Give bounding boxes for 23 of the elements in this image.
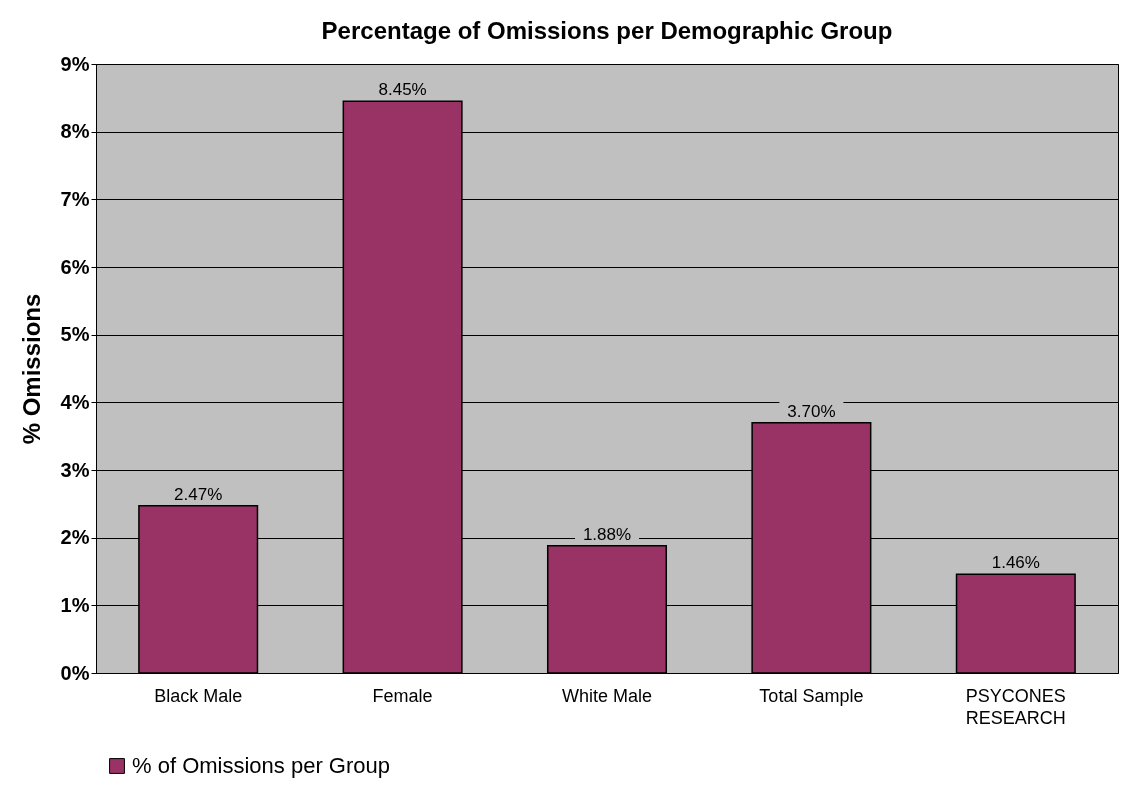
y-tick-label: 3% (60, 458, 90, 481)
data-label: 2.47% (174, 484, 223, 504)
y-tick-label: 9% (60, 52, 90, 75)
x-tick-label: Total Sample (759, 685, 864, 706)
x-tick-label: Black Male (154, 685, 243, 706)
y-tick-label: 2% (60, 526, 90, 549)
x-tick-label: Female (372, 685, 433, 706)
y-tick-label: 1% (60, 593, 90, 616)
data-label: 3.70% (787, 401, 836, 421)
y-tick-label: 4% (60, 390, 90, 413)
data-label: 1.46% (991, 553, 1040, 573)
y-axis-title: % Omissions (17, 293, 45, 445)
legend-label: % of Omissions per Group (132, 753, 390, 778)
data-label: 1.88% (582, 524, 632, 544)
y-tick-label: 6% (60, 255, 90, 278)
x-tick-label: White Male (561, 685, 653, 706)
x-tick-label: PSYCONES RESEARCH (965, 685, 1066, 728)
y-tick-label: 7% (60, 187, 90, 210)
y-tick-label: 5% (60, 323, 90, 346)
y-tick-label: 8% (60, 120, 90, 143)
chart-title: Percentage of Omissions per Demographic Group (321, 17, 893, 44)
y-tick-label: 0% (60, 661, 90, 684)
data-label: 8.45% (378, 80, 427, 100)
